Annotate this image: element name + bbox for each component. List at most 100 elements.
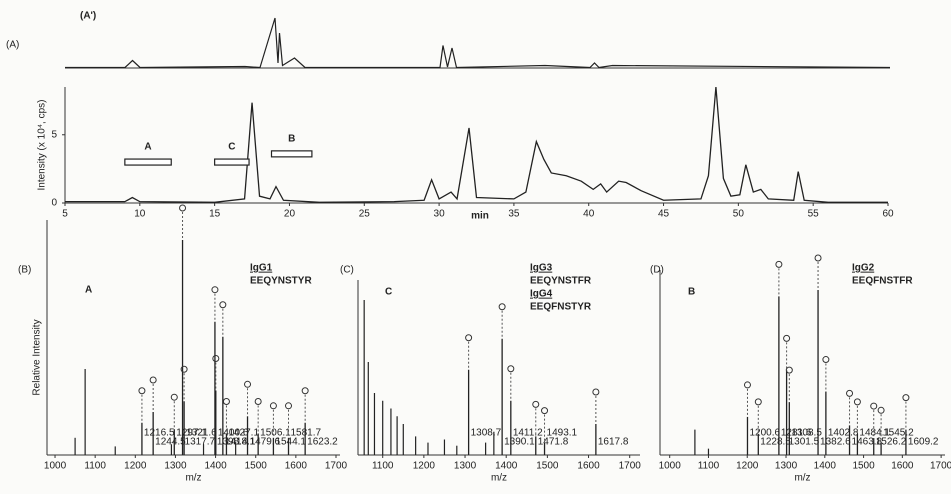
glycopeptide-label: EEQYNSTFR (530, 276, 592, 287)
y-tick-label: 5 (51, 129, 57, 140)
panel-label: (A') (80, 11, 96, 22)
panel-sublabel: A (85, 285, 92, 296)
x-tick-label: 1200 (736, 461, 759, 472)
glycopeptide-label: IgG2 (852, 263, 875, 274)
x-tick-label: 1300 (164, 461, 187, 472)
x-tick-label: 1300 (775, 461, 798, 472)
x-tick-label: 1200 (413, 461, 436, 472)
x-tick-label: 55 (808, 209, 820, 220)
x-tick-label: 1600 (891, 461, 914, 472)
glycan-icon (212, 287, 218, 293)
glycopeptide-label: IgG4 (530, 289, 553, 300)
peak-label: 1493.1 (547, 428, 578, 439)
glycan-icon (823, 357, 829, 363)
glycan-icon (871, 403, 877, 409)
glycan-icon (815, 255, 821, 261)
x-tick-label: 1400 (204, 461, 227, 472)
x-tick-label: 1600 (285, 461, 308, 472)
fraction-label: B (288, 134, 295, 145)
x-tick-label: 1700 (325, 461, 348, 472)
peak-label: 1609.2 (908, 437, 939, 448)
glycopeptide-label: EEQYNSTYR (250, 276, 312, 287)
x-tick-label: 1700 (930, 461, 951, 472)
x-tick-label: 10 (134, 209, 146, 220)
glycan-icon (139, 388, 145, 394)
glycan-icon (755, 399, 761, 405)
x-axis-label: m/z (491, 473, 507, 484)
peak-label: 1308.7 (471, 428, 502, 439)
glycan-icon (744, 382, 750, 388)
glycan-icon (466, 335, 472, 341)
glycan-icon (847, 390, 853, 396)
glycan-icon (245, 381, 251, 387)
glycan-icon (878, 407, 884, 413)
glycan-icon (776, 261, 782, 267)
x-tick-label: 1500 (536, 461, 559, 472)
x-axis-label: min (471, 211, 489, 222)
x-tick-label: 45 (658, 209, 670, 220)
panel-sublabel: B (688, 287, 695, 298)
glycopeptide-label: EEQFNSTYR (530, 302, 592, 313)
panel-label: (A) (6, 40, 19, 51)
glycopeptide-label: EEQFNSTFR (852, 276, 913, 287)
glycan-icon (593, 389, 599, 395)
x-tick-label: 1100 (84, 461, 106, 472)
x-axis-label: m/z (794, 473, 810, 484)
fraction-box (271, 151, 311, 157)
trace-line (65, 18, 890, 68)
glycan-icon (286, 403, 292, 409)
panel-label: (C) (340, 265, 354, 276)
glycan-icon (903, 395, 909, 401)
glycan-icon (220, 302, 226, 308)
x-tick-label: 25 (359, 209, 371, 220)
x-tick-label: 1300 (454, 461, 477, 472)
x-tick-label: 1100 (698, 461, 720, 472)
x-tick-label: 1700 (619, 461, 642, 472)
glycan-icon (533, 401, 539, 407)
glycan-icon (786, 367, 792, 373)
glycan-icon (213, 356, 219, 362)
y-tick-label: 0 (51, 198, 57, 209)
glycan-icon (180, 205, 186, 211)
y-axis-label: Intensity (x 10⁴, cps) (37, 100, 48, 191)
fraction-box (215, 159, 249, 165)
x-tick-label: 20 (284, 209, 296, 220)
glycan-icon (223, 399, 229, 405)
x-tick-label: 60 (882, 209, 894, 220)
x-tick-label: 30 (434, 209, 446, 220)
chromatogram-line (65, 87, 888, 202)
glycan-icon (302, 388, 308, 394)
x-axis-label: m/z (185, 473, 201, 484)
x-tick-label: 5 (62, 209, 68, 220)
x-tick-label: 1000 (659, 461, 682, 472)
panel-label: (B) (18, 265, 31, 276)
glycan-icon (542, 408, 548, 414)
x-tick-label: 35 (508, 209, 520, 220)
panel-sublabel: C (385, 287, 392, 298)
x-tick-label: 1400 (495, 461, 518, 472)
glycopeptide-label: IgG3 (530, 263, 553, 274)
peak-label: 1321.6 (186, 428, 217, 439)
x-tick-label: 1400 (814, 461, 837, 472)
y-axis-label: Relative Intensity (32, 319, 43, 395)
x-tick-label: 1100 (372, 461, 394, 472)
glycan-icon (508, 366, 514, 372)
figure: (A')(A)5101520253035404550556005minInten… (0, 0, 951, 494)
glycan-icon (784, 335, 790, 341)
peak-label: 1623.2 (307, 437, 338, 448)
fraction-box (125, 159, 171, 165)
glycan-icon (499, 304, 505, 310)
x-tick-label: 1500 (852, 461, 875, 472)
x-tick-label: 15 (209, 209, 221, 220)
x-tick-label: 40 (583, 209, 595, 220)
glycan-icon (854, 399, 860, 405)
x-tick-label: 1600 (577, 461, 600, 472)
fraction-label: A (144, 142, 151, 153)
x-tick-label: 50 (733, 209, 745, 220)
glycan-icon (150, 377, 156, 383)
glycopeptide-label: IgG1 (250, 263, 273, 274)
x-tick-label: 1000 (44, 461, 67, 472)
glycan-icon (171, 394, 177, 400)
fraction-label: C (228, 142, 235, 153)
x-tick-label: 1200 (124, 461, 147, 472)
